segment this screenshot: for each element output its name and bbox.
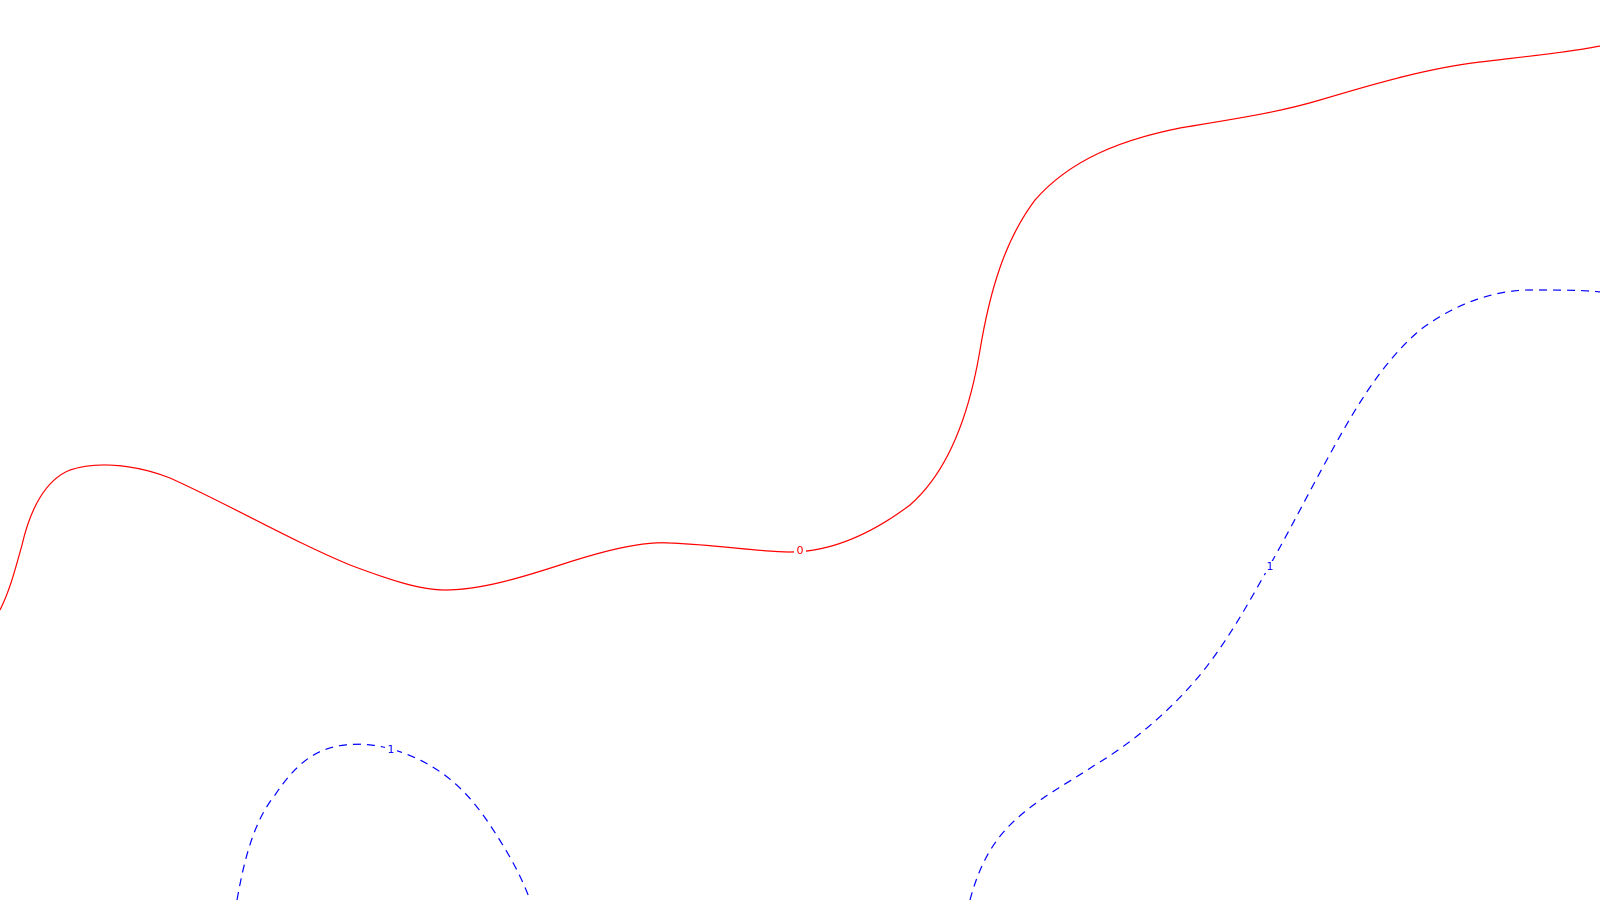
contour-label-one-left: 1 xyxy=(388,743,395,756)
contour-label-one-right: 1 xyxy=(1267,560,1274,573)
contour-label-group-zero: 0 xyxy=(794,544,806,557)
label-background xyxy=(794,545,806,557)
contour-label-group-one-left: 1 xyxy=(385,743,397,756)
contour-label-group-one-right: 1 xyxy=(1264,560,1276,573)
contour-line-level-1-right xyxy=(969,289,1600,900)
label-background xyxy=(1264,561,1276,573)
contour-label-zero: 0 xyxy=(797,544,804,557)
contour-line-level-0 xyxy=(0,45,1600,611)
label-background xyxy=(385,744,397,756)
